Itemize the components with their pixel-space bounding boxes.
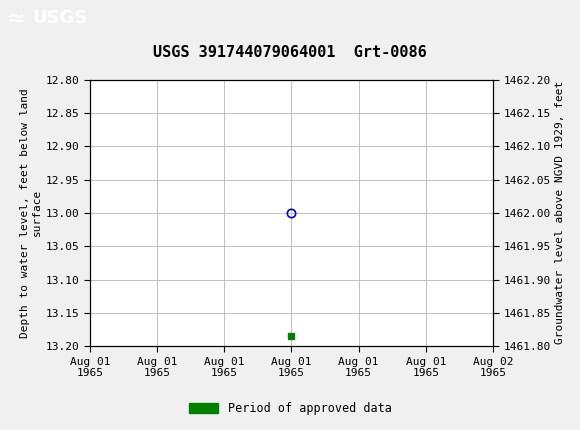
Y-axis label: Groundwater level above NGVD 1929, feet: Groundwater level above NGVD 1929, feet bbox=[555, 81, 565, 344]
Text: ≈: ≈ bbox=[7, 8, 26, 28]
Legend: Period of approved data: Period of approved data bbox=[184, 397, 396, 420]
Text: USGS 391744079064001  Grt-0086: USGS 391744079064001 Grt-0086 bbox=[153, 45, 427, 60]
Text: USGS: USGS bbox=[32, 9, 87, 27]
Y-axis label: Depth to water level, feet below land
surface: Depth to water level, feet below land su… bbox=[20, 88, 42, 338]
